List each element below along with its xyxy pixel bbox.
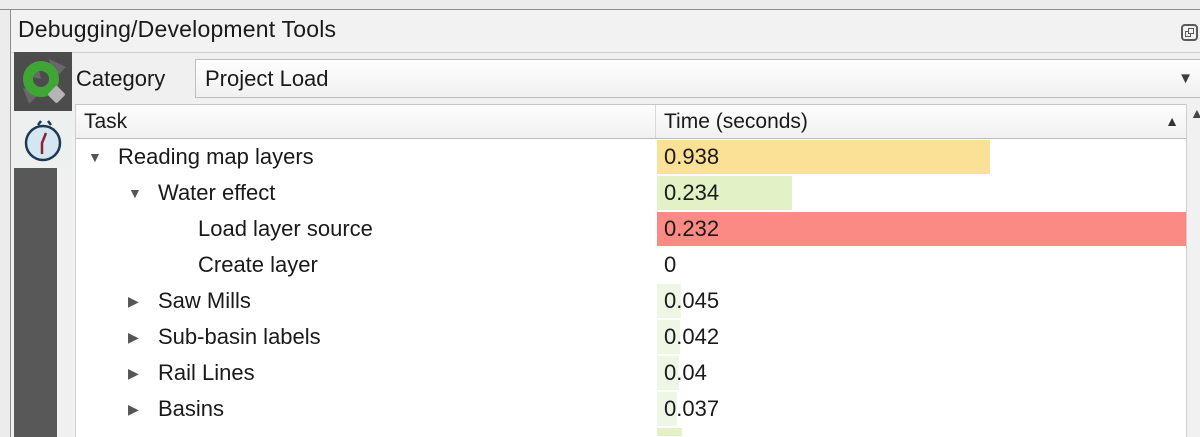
float-panel-icon-part (1188, 28, 1194, 34)
task-cell: ▶ Saw Mills (76, 283, 656, 319)
time-bar (657, 428, 683, 436)
table-row[interactable]: ▶ Saw Mills 0.045 (76, 283, 1186, 319)
category-select[interactable]: Project Load ▼ (195, 59, 1200, 98)
time-value: 0.045 (664, 288, 720, 313)
task-label: Load layer source (198, 216, 373, 241)
task-cell: ▼ Water effect (76, 175, 656, 211)
float-panel-icon[interactable] (1181, 24, 1198, 41)
time-cell: 0.234 (656, 175, 1186, 211)
column-header-time-label: Time (seconds) (664, 110, 808, 133)
task-label: Rail Lines (158, 360, 255, 385)
scroll-up-icon[interactable]: ▲ (1190, 105, 1200, 121)
table-row[interactable]: ▶ Rail Lines 0.04 (76, 355, 1186, 391)
time-bar (657, 356, 679, 390)
time-value: 0.938 (664, 144, 720, 169)
twisty-icon[interactable]: ▼ (88, 149, 102, 165)
time-value: 0.037 (664, 396, 720, 421)
time-cell: 0 (656, 247, 1186, 283)
time-bar (657, 140, 991, 174)
task-cell: ▶ Basins (76, 391, 656, 427)
time-cell (656, 427, 1186, 437)
vertical-scrollbar[interactable]: ▲ (1186, 104, 1200, 437)
table-header: Task Time (seconds) ▲ (75, 104, 1186, 139)
time-cell: 0.045 (656, 283, 1186, 319)
time-bar (657, 284, 682, 318)
table-row[interactable]: ▼ Water effect 0.234 (76, 175, 1186, 211)
table-row[interactable]: Load layer source 0.232 (76, 211, 1186, 247)
time-value: 0.042 (664, 324, 720, 349)
task-label: Sub-basin labels (158, 324, 321, 349)
twisty-icon[interactable]: ▶ (128, 400, 139, 417)
task-label: Reading map layers (118, 144, 314, 169)
twisty-icon[interactable]: ▼ (128, 185, 142, 201)
category-selected-value: Project Load (205, 66, 329, 91)
table-row[interactable] (76, 427, 1186, 437)
time-bar (657, 212, 1186, 246)
sort-ascending-icon[interactable]: ▲ (1165, 113, 1179, 129)
sidebar-tab-debugging-tools[interactable] (14, 52, 72, 111)
panel-border-top (0, 9, 1200, 10)
task-label: Water effect (158, 180, 276, 205)
table-row[interactable]: ▶ Sub-basin labels 0.042 (76, 319, 1186, 355)
sidebar-tabbar-strip (14, 168, 57, 437)
time-value: 0.232 (664, 216, 720, 241)
table-row[interactable]: ▼ Reading map layers 0.938 (76, 139, 1186, 175)
time-cell: 0.04 (656, 355, 1186, 391)
table-row[interactable]: ▶ Basins 0.037 (76, 391, 1186, 427)
time-bar (657, 176, 793, 210)
chevron-down-icon: ▼ (1178, 70, 1193, 87)
time-bar (657, 392, 678, 426)
task-cell: ▼ Reading map layers (76, 139, 656, 175)
sidebar-tab-profiler[interactable] (14, 111, 72, 168)
twisty-icon[interactable]: ▶ (128, 364, 139, 381)
time-cell: 0.232 (656, 211, 1186, 247)
panel-body: Debugging/Development Tools (11, 10, 1200, 437)
twisty-icon[interactable]: ▶ (128, 292, 139, 309)
category-label: Category (76, 66, 166, 91)
task-tree: ▼ Reading map layers 0.938 ▼ Water effect … (75, 139, 1186, 437)
task-cell (76, 427, 656, 437)
time-cell: 0.938 (656, 139, 1186, 175)
time-cell: 0.037 (656, 391, 1186, 427)
stopwatch-icon (24, 120, 62, 162)
panel-titlebar[interactable]: Debugging/Development Tools (11, 10, 1200, 53)
task-label: Saw Mills (158, 288, 251, 313)
task-label: Basins (158, 396, 225, 421)
task-cell: Load layer source (76, 211, 656, 247)
task-cell: Create layer (76, 247, 656, 283)
qgis-debugging-icon (23, 59, 66, 104)
panel-title: Debugging/Development Tools (18, 16, 337, 42)
panel-border-left (10, 9, 11, 437)
time-value: 0.234 (664, 180, 720, 205)
task-cell: ▶ Rail Lines (76, 355, 656, 391)
time-bar (657, 320, 680, 354)
column-header-task[interactable]: Task (76, 105, 656, 138)
time-cell: 0.042 (656, 319, 1186, 355)
time-value: 0 (664, 252, 677, 277)
time-value: 0.04 (664, 360, 707, 385)
column-header-time[interactable]: Time (seconds) ▲ (656, 105, 1187, 138)
task-cell: ▶ Sub-basin labels (76, 319, 656, 355)
table-row[interactable]: Create layer 0 (76, 247, 1186, 283)
task-label: Create layer (198, 252, 318, 277)
twisty-icon[interactable]: ▶ (128, 328, 139, 345)
